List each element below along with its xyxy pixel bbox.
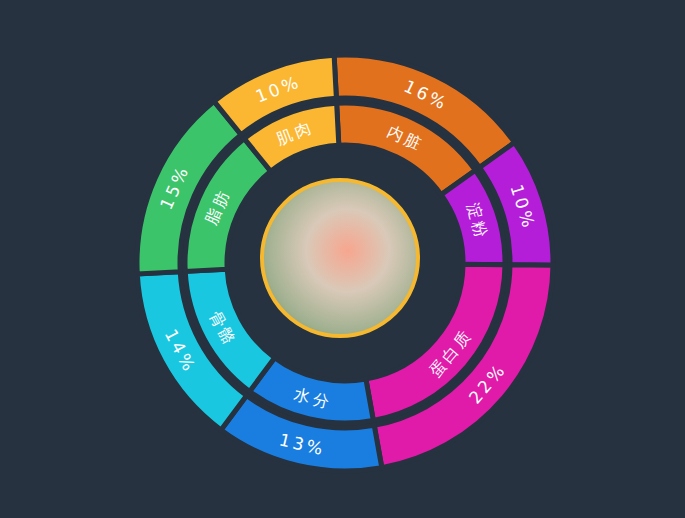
svg-text:14%: 14% <box>161 326 201 377</box>
svg-text:淀粉: 淀粉 <box>463 200 492 242</box>
svg-text:肌肉: 肌肉 <box>274 118 316 149</box>
svg-text:10%: 10% <box>253 71 304 106</box>
svg-text:脂肪: 脂肪 <box>202 185 235 227</box>
svg-text:水分: 水分 <box>293 385 334 412</box>
svg-text:蛋白质: 蛋白质 <box>426 325 477 381</box>
svg-text:22%: 22% <box>465 359 510 408</box>
svg-text:16%: 16% <box>401 76 452 114</box>
svg-text:内脏: 内脏 <box>384 121 426 155</box>
svg-text:10%: 10% <box>506 182 539 233</box>
svg-text:15%: 15% <box>156 162 193 213</box>
svg-text:骨骼: 骨骼 <box>205 307 240 349</box>
svg-text:13%: 13% <box>277 429 327 459</box>
